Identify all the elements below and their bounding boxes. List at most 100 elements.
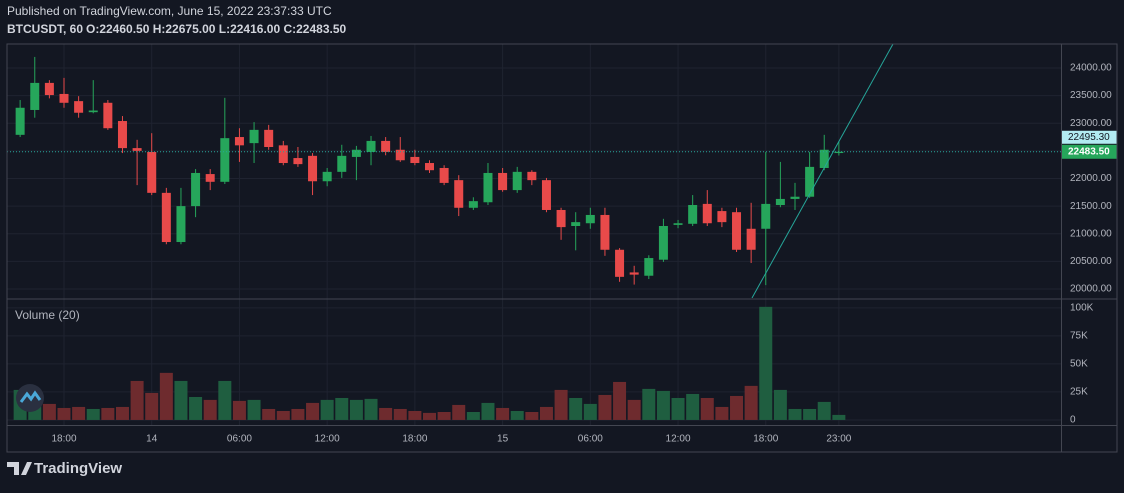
candle-body [132,148,142,151]
volume-bar [803,408,817,420]
volume-bar [262,408,276,420]
candle-body [761,203,771,229]
candle-body [15,107,25,135]
volume-bar [583,403,597,420]
volume-bar [159,372,173,420]
candle-body [483,172,493,203]
volume-bar [276,410,290,420]
candle-body [819,149,829,168]
candle-body [44,82,54,96]
logo-icon [19,390,42,403]
brand: TradingView [34,460,122,477]
volume-bar [423,412,436,420]
volume-bar [832,414,846,420]
volume-bar [627,399,641,420]
y-tick-label: 21000.00 [1070,228,1112,239]
volume-bar [510,410,524,420]
volume-bar [232,400,246,420]
candle-body [74,101,84,113]
volume-bar [291,408,305,420]
candle-body [264,129,274,147]
volume-bar [101,407,115,420]
candle-body [351,149,361,157]
candle-body [702,203,712,224]
volume-bar [613,381,627,420]
volume-bar [247,399,261,420]
y-tick-label: 21500.00 [1070,201,1112,212]
candle-body [454,180,464,208]
volume-bar [189,396,203,420]
volume-bar [773,389,787,420]
volume-bar [320,399,334,420]
volume-bar [554,389,568,420]
candle-body [117,121,127,149]
volume-bar [466,411,480,420]
volume-bar [130,380,144,420]
volume-bar [86,408,100,420]
candle-body [600,214,610,250]
volume-bar [744,385,758,420]
candle-body [161,192,171,243]
candle-body [629,272,639,275]
volume-bar [42,403,56,420]
published-text: Published on TradingView.com, June 15, 2… [7,4,332,18]
candle-body [234,137,244,146]
candle-body [527,171,537,181]
candle-body [805,166,815,197]
candle-body [88,110,98,113]
candle-body [337,155,347,172]
candle-body [541,180,551,210]
volume-bar [335,397,349,420]
candle-body [205,174,215,182]
volume-bar [408,410,422,420]
candle-body [498,172,508,191]
volume-bar [656,390,670,420]
x-tick-label: 18:00 [402,434,427,445]
candle-body [468,201,478,208]
candle-body [395,149,405,161]
candle-body [103,102,113,129]
candle-body [191,172,201,207]
volume-bar [759,306,773,420]
volume-bar [525,411,539,420]
volume-bar [203,399,217,420]
volume-bar [306,402,320,420]
candle-body [834,151,844,154]
candle-body [615,249,625,277]
volume-bar [671,397,685,420]
volume-bar [496,407,510,420]
x-tick-label: 06:00 [227,434,252,445]
x-tick-label: 18:00 [753,434,778,445]
volume-bar [349,399,363,420]
candle-body [220,138,230,182]
candle-body [308,155,318,182]
volume-bar [452,404,466,420]
y-tick-label: 24000.00 [1070,63,1112,74]
volume-tick-label: 100K [1070,302,1094,313]
volume-bar [642,388,656,420]
marker-label-box [1062,130,1117,144]
x-tick-label: 12:00 [315,434,340,445]
y-tick-label: 23000.00 [1070,118,1112,129]
x-tick-label: 14 [146,434,158,445]
volume-bar [539,406,553,420]
candle-body [644,258,654,276]
volume-bar [393,408,407,420]
frame [6,43,1118,453]
volume-bar [174,380,188,420]
last-price-box [1062,144,1117,159]
candle-body [410,156,420,164]
volume-bar [598,394,612,420]
candle-body [746,228,756,250]
candle-body [425,163,434,171]
volume-bar [218,380,232,420]
candle-body [249,129,259,144]
x-tick-label: 06:00 [578,434,603,445]
marker-label: 22495.30 [1068,132,1110,143]
x-tick-label: 23:00 [826,434,851,445]
candle-body [381,140,391,152]
price-pane [7,56,1061,286]
candle-body [732,212,742,250]
volume-bar [145,392,159,420]
